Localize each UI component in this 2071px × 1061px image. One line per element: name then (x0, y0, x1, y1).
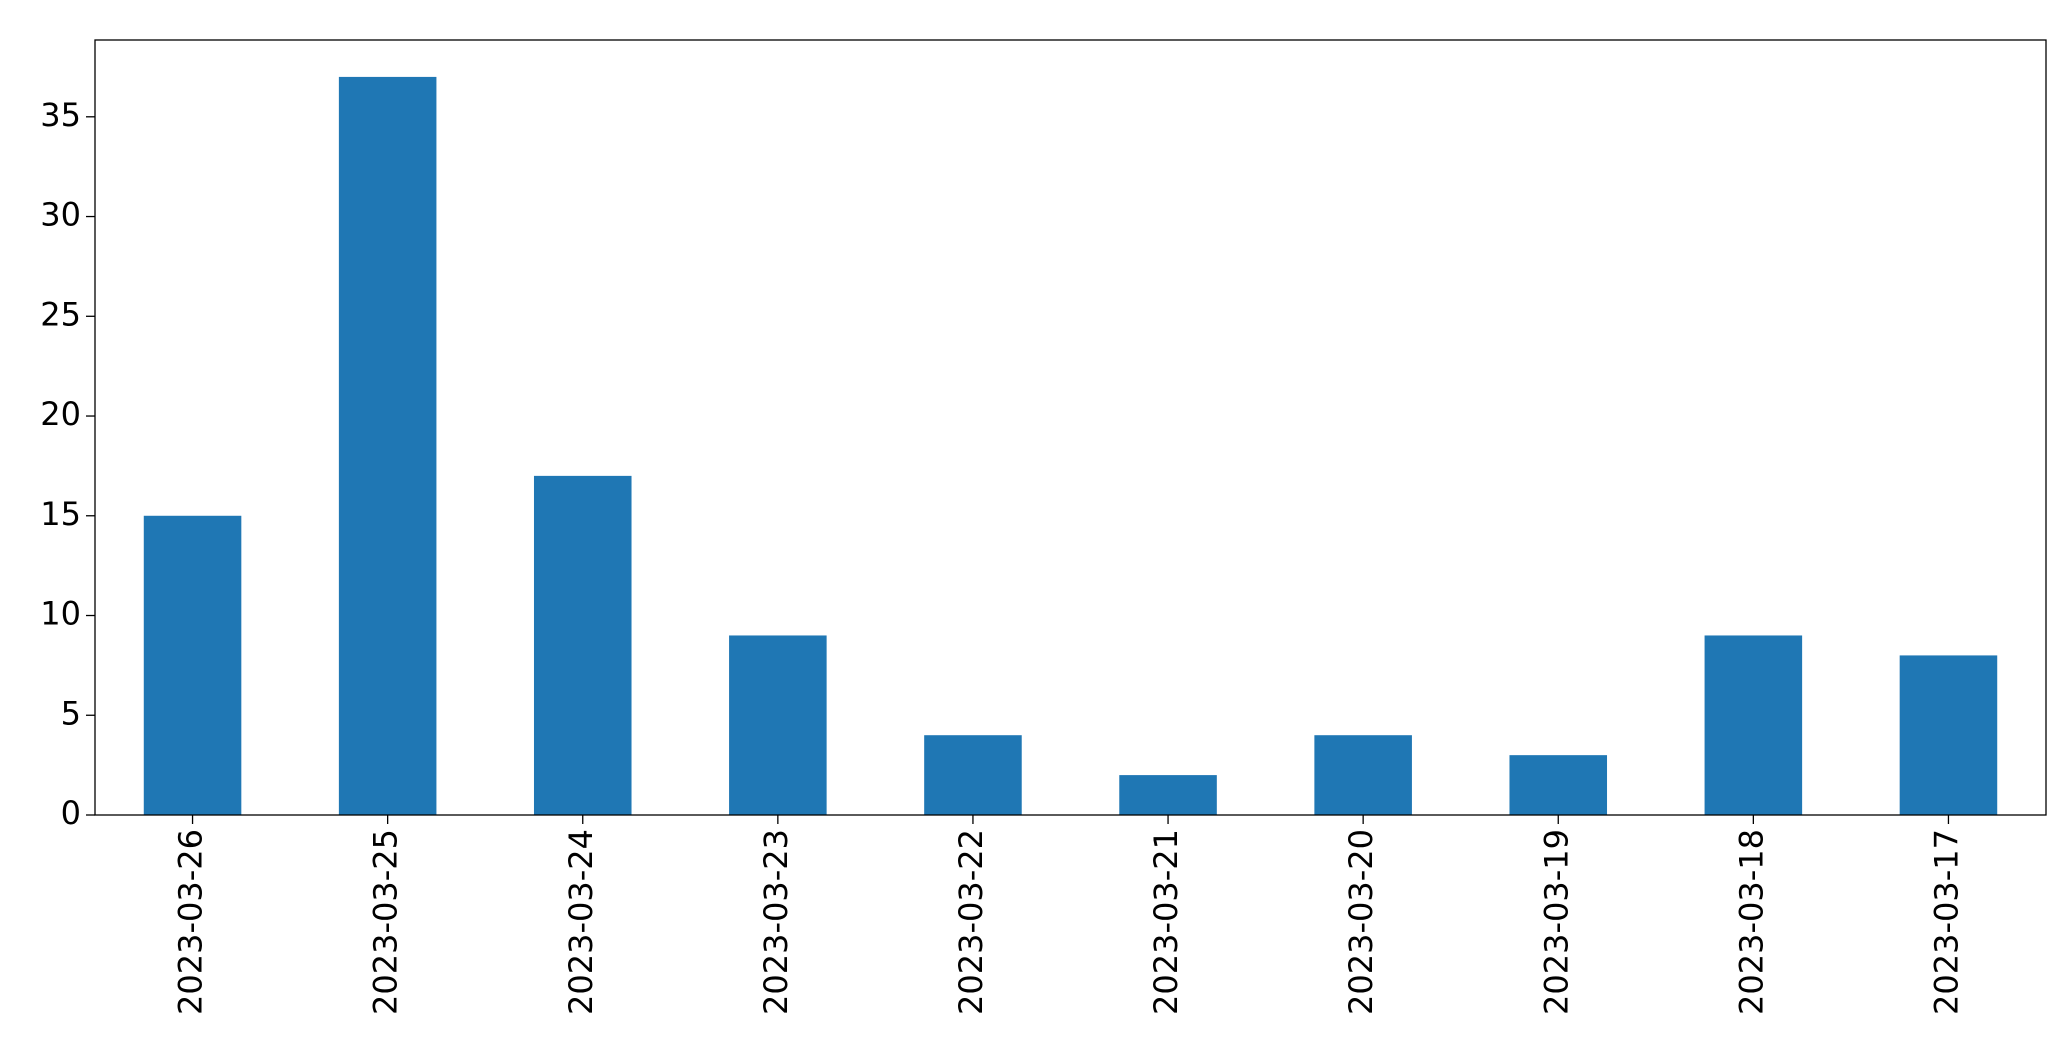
plot-frame (94, 39, 2047, 816)
x-tick-label: 2023-03-23 (757, 829, 795, 1015)
x-tick-label: 2023-03-25 (367, 829, 405, 1015)
x-tick-label: 2023-03-19 (1537, 829, 1575, 1015)
bar (729, 635, 827, 815)
y-tick-label: 15 (40, 495, 81, 533)
y-tick-label: 35 (40, 96, 81, 134)
x-tick-label: 2023-03-17 (1927, 829, 1965, 1015)
y-tick-label: 0 (61, 794, 81, 832)
y-tick-label: 20 (40, 395, 81, 433)
y-tick-label: 30 (40, 196, 81, 234)
x-tick-label: 2023-03-21 (1147, 829, 1185, 1015)
bar (1704, 635, 1803, 815)
bar (1119, 775, 1217, 815)
bar (1899, 655, 1998, 815)
bar (924, 735, 1022, 815)
y-tick-label: 25 (40, 295, 81, 333)
bar (533, 475, 632, 815)
bar (1314, 735, 1412, 815)
x-tick-label: 2023-03-18 (1732, 829, 1770, 1015)
bar (1509, 755, 1608, 815)
x-tick-label: 2023-03-20 (1342, 829, 1380, 1015)
bar (338, 76, 437, 815)
y-tick-label: 5 (61, 694, 81, 732)
y-tick-label: 10 (40, 595, 81, 633)
x-tick-label: 2023-03-26 (172, 829, 210, 1015)
x-tick-label: 2023-03-24 (562, 829, 600, 1015)
bar (143, 515, 242, 815)
x-tick-label: 2023-03-22 (952, 829, 990, 1015)
